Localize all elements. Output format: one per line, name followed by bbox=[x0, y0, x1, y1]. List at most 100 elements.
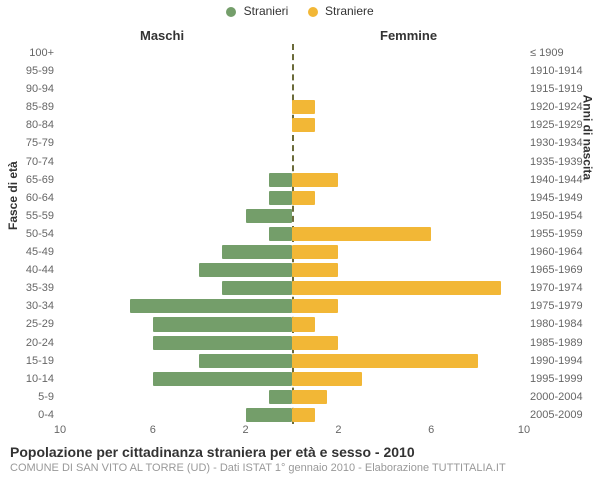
bar-female bbox=[292, 100, 315, 114]
bar-female bbox=[292, 354, 478, 368]
pyramid-row: 85-891920-1924 bbox=[60, 98, 524, 116]
birth-year-label: ≤ 1909 bbox=[530, 44, 594, 62]
age-label: 65-69 bbox=[10, 171, 54, 189]
bar-male bbox=[222, 281, 292, 295]
caption-subtitle: COMUNE DI SAN VITO AL TORRE (UD) - Dati … bbox=[10, 462, 590, 474]
pyramid-row: 75-791930-1934 bbox=[60, 134, 524, 152]
bar-male bbox=[199, 354, 292, 368]
age-label: 25-29 bbox=[10, 315, 54, 333]
pyramid-row: 15-191990-1994 bbox=[60, 352, 524, 370]
bar-female bbox=[292, 118, 315, 132]
bar-female bbox=[292, 227, 431, 241]
bar-female bbox=[292, 173, 338, 187]
birth-year-label: 1985-1989 bbox=[530, 334, 594, 352]
x-tick: 10 bbox=[518, 424, 530, 436]
legend: Stranieri Straniere bbox=[0, 4, 600, 18]
birth-year-label: 1955-1959 bbox=[530, 225, 594, 243]
pyramid-row: 10-141995-1999 bbox=[60, 370, 524, 388]
age-label: 10-14 bbox=[10, 370, 54, 388]
birth-year-label: 1970-1974 bbox=[530, 279, 594, 297]
bar-male bbox=[269, 227, 292, 241]
legend-item-female: Straniere bbox=[308, 4, 374, 18]
age-label: 95-99 bbox=[10, 62, 54, 80]
age-label: 40-44 bbox=[10, 261, 54, 279]
bar-female bbox=[292, 245, 338, 259]
x-tick: 6 bbox=[150, 424, 156, 436]
bar-male bbox=[222, 245, 292, 259]
legend-swatch-female bbox=[308, 7, 318, 17]
x-tick: 2 bbox=[335, 424, 341, 436]
birth-year-label: 1965-1969 bbox=[530, 261, 594, 279]
birth-year-label: 1980-1984 bbox=[530, 315, 594, 333]
pyramid-row: 95-991910-1914 bbox=[60, 62, 524, 80]
x-tick: 6 bbox=[428, 424, 434, 436]
bar-female bbox=[292, 191, 315, 205]
birth-year-label: 1945-1949 bbox=[530, 189, 594, 207]
bar-male bbox=[153, 372, 292, 386]
pyramid-row: 40-441965-1969 bbox=[60, 261, 524, 279]
birth-year-label: 1950-1954 bbox=[530, 207, 594, 225]
pyramid-row: 80-841925-1929 bbox=[60, 116, 524, 134]
caption: Popolazione per cittadinanza straniera p… bbox=[10, 444, 590, 474]
bar-female bbox=[292, 390, 327, 404]
population-pyramid-chart: Stranieri Straniere Maschi Femmine Fasce… bbox=[0, 0, 600, 500]
bar-female bbox=[292, 336, 338, 350]
caption-title: Popolazione per cittadinanza straniera p… bbox=[10, 444, 590, 460]
age-label: 90-94 bbox=[10, 80, 54, 98]
age-label: 60-64 bbox=[10, 189, 54, 207]
birth-year-label: 1915-1919 bbox=[530, 80, 594, 98]
birth-year-label: 2005-2009 bbox=[530, 406, 594, 424]
age-label: 100+ bbox=[10, 44, 54, 62]
bar-male bbox=[246, 408, 292, 422]
bar-male bbox=[246, 209, 292, 223]
pyramid-row: 45-491960-1964 bbox=[60, 243, 524, 261]
legend-label-female: Straniere bbox=[325, 4, 374, 18]
bar-female bbox=[292, 299, 338, 313]
birth-year-label: 1960-1964 bbox=[530, 243, 594, 261]
bar-male bbox=[269, 173, 292, 187]
bar-female bbox=[292, 281, 501, 295]
legend-label-male: Stranieri bbox=[244, 4, 289, 18]
legend-item-male: Stranieri bbox=[226, 4, 288, 18]
pyramid-row: 20-241985-1989 bbox=[60, 334, 524, 352]
age-label: 30-34 bbox=[10, 297, 54, 315]
pyramid-row: 30-341975-1979 bbox=[60, 297, 524, 315]
bar-female bbox=[292, 263, 338, 277]
x-tick: 10 bbox=[54, 424, 66, 436]
bar-male bbox=[269, 191, 292, 205]
birth-year-label: 1990-1994 bbox=[530, 352, 594, 370]
age-label: 20-24 bbox=[10, 334, 54, 352]
age-label: 75-79 bbox=[10, 134, 54, 152]
birth-year-label: 1920-1924 bbox=[530, 98, 594, 116]
age-label: 35-39 bbox=[10, 279, 54, 297]
pyramid-row: 0-42005-2009 bbox=[60, 406, 524, 424]
bar-male bbox=[130, 299, 292, 313]
section-label-female: Femmine bbox=[380, 28, 437, 43]
age-label: 15-19 bbox=[10, 352, 54, 370]
birth-year-label: 2000-2004 bbox=[530, 388, 594, 406]
age-label: 0-4 bbox=[10, 406, 54, 424]
age-label: 70-74 bbox=[10, 153, 54, 171]
bar-female bbox=[292, 317, 315, 331]
pyramid-row: 60-641945-1949 bbox=[60, 189, 524, 207]
x-tick: 2 bbox=[243, 424, 249, 436]
x-axis: 10622610 bbox=[60, 424, 524, 444]
age-label: 5-9 bbox=[10, 388, 54, 406]
section-label-male: Maschi bbox=[140, 28, 184, 43]
birth-year-label: 1910-1914 bbox=[530, 62, 594, 80]
age-label: 55-59 bbox=[10, 207, 54, 225]
bar-female bbox=[292, 372, 362, 386]
birth-year-label: 1935-1939 bbox=[530, 153, 594, 171]
age-label: 85-89 bbox=[10, 98, 54, 116]
pyramid-row: 5-92000-2004 bbox=[60, 388, 524, 406]
birth-year-label: 1975-1979 bbox=[530, 297, 594, 315]
bar-male bbox=[153, 336, 292, 350]
birth-year-label: 1940-1944 bbox=[530, 171, 594, 189]
bar-male bbox=[269, 390, 292, 404]
pyramid-row: 65-691940-1944 bbox=[60, 171, 524, 189]
pyramid-row: 70-741935-1939 bbox=[60, 153, 524, 171]
pyramid-row: 25-291980-1984 bbox=[60, 315, 524, 333]
birth-year-label: 1930-1934 bbox=[530, 134, 594, 152]
pyramid-row: 50-541955-1959 bbox=[60, 225, 524, 243]
birth-year-label: 1995-1999 bbox=[530, 370, 594, 388]
